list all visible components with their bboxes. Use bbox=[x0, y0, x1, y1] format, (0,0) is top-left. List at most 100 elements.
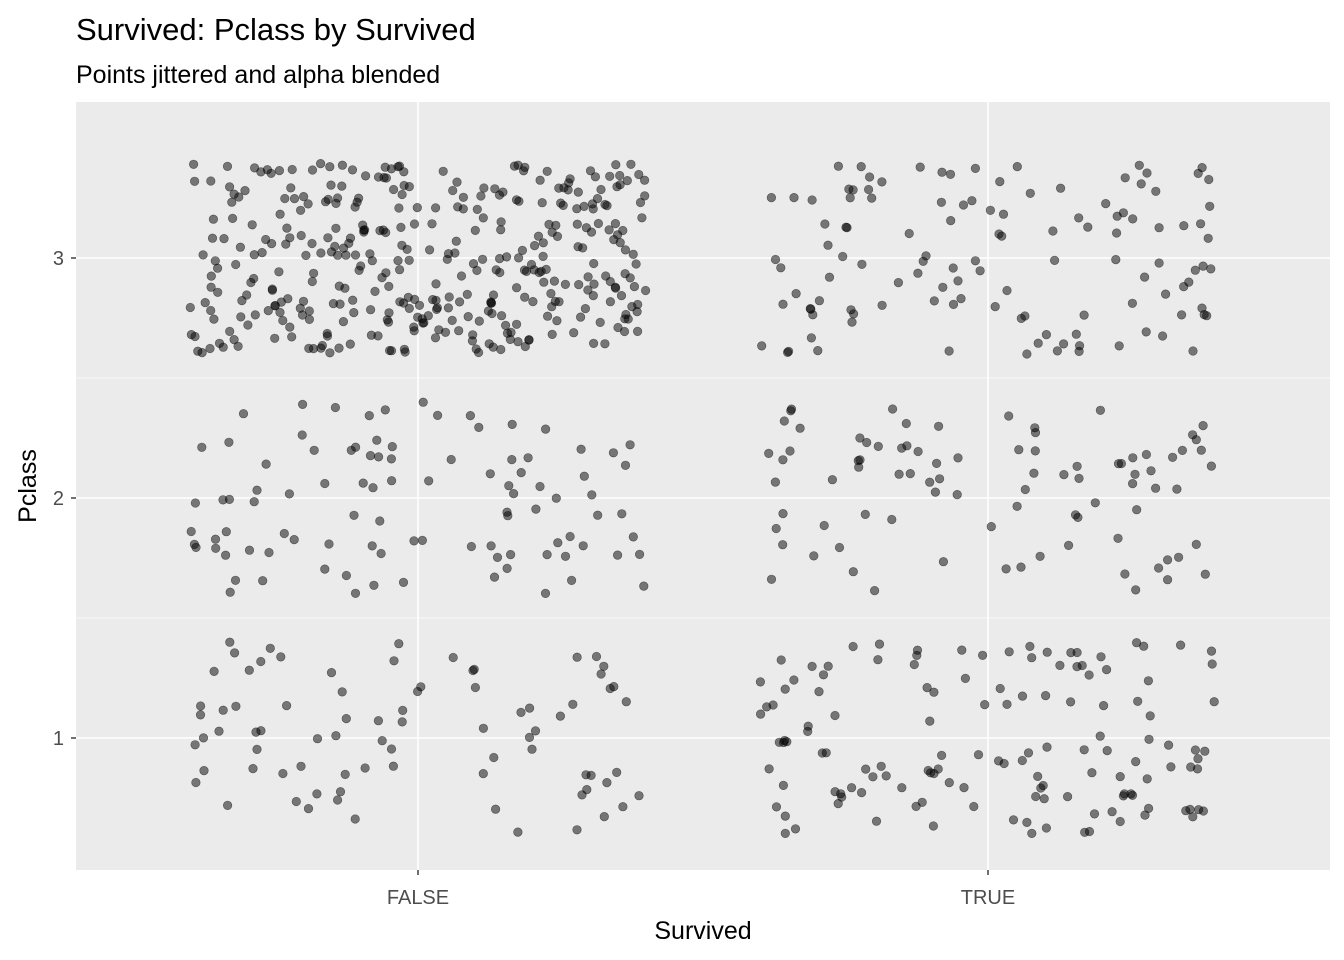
data-point bbox=[231, 259, 241, 270]
data-point bbox=[218, 495, 228, 505]
data-point bbox=[938, 282, 948, 292]
data-point bbox=[285, 233, 295, 243]
data-point bbox=[1084, 670, 1094, 680]
data-point bbox=[513, 827, 523, 837]
data-point bbox=[416, 682, 426, 692]
data-point bbox=[495, 267, 505, 278]
data-point bbox=[764, 448, 774, 459]
data-point bbox=[380, 405, 390, 415]
data-point bbox=[944, 777, 954, 788]
data-point bbox=[535, 481, 545, 492]
data-point bbox=[296, 205, 306, 215]
data-point bbox=[591, 651, 602, 662]
data-point bbox=[901, 418, 911, 429]
data-point bbox=[424, 476, 434, 486]
data-point bbox=[958, 200, 969, 210]
data-point bbox=[588, 291, 598, 301]
data-point bbox=[998, 209, 1009, 219]
data-point bbox=[1179, 221, 1189, 231]
data-point bbox=[807, 661, 817, 672]
data-point bbox=[287, 164, 297, 175]
data-point bbox=[446, 454, 456, 465]
data-point bbox=[324, 539, 334, 549]
data-point bbox=[776, 655, 786, 665]
data-point bbox=[504, 481, 514, 491]
data-point bbox=[555, 711, 566, 721]
data-point bbox=[575, 312, 586, 322]
data-point bbox=[887, 514, 897, 525]
data-point bbox=[1055, 660, 1065, 671]
data-point bbox=[404, 182, 414, 192]
data-point bbox=[1113, 459, 1124, 469]
data-point bbox=[1022, 817, 1032, 828]
data-point bbox=[458, 192, 469, 202]
data-point bbox=[881, 771, 891, 781]
data-point bbox=[580, 304, 591, 314]
data-point bbox=[1101, 199, 1111, 209]
data-point bbox=[312, 789, 322, 799]
data-point bbox=[284, 489, 295, 499]
data-point bbox=[409, 326, 419, 336]
data-point bbox=[399, 344, 410, 354]
data-point bbox=[326, 667, 337, 678]
data-point bbox=[980, 699, 990, 710]
data-point bbox=[566, 575, 577, 586]
data-point bbox=[410, 294, 420, 305]
data-point bbox=[263, 306, 273, 316]
data-point bbox=[620, 245, 631, 255]
data-point bbox=[579, 471, 589, 481]
data-point bbox=[265, 643, 275, 653]
data-point bbox=[783, 346, 794, 357]
data-point bbox=[803, 726, 813, 737]
data-point bbox=[582, 784, 592, 795]
data-point bbox=[529, 241, 540, 251]
data-point bbox=[1038, 780, 1048, 791]
data-point bbox=[542, 311, 553, 321]
data-point bbox=[513, 253, 524, 263]
data-point bbox=[337, 687, 347, 697]
data-point bbox=[386, 744, 397, 754]
data-point bbox=[240, 186, 250, 196]
data-point bbox=[384, 281, 394, 292]
data-point bbox=[770, 254, 781, 265]
data-point bbox=[993, 756, 1004, 766]
data-point bbox=[1154, 223, 1164, 233]
data-point bbox=[790, 824, 801, 834]
data-point bbox=[824, 272, 835, 282]
data-point bbox=[572, 652, 582, 662]
data-point bbox=[1063, 540, 1074, 551]
data-point bbox=[275, 307, 285, 318]
data-point bbox=[897, 443, 907, 453]
data-point bbox=[776, 263, 786, 273]
data-point bbox=[893, 278, 904, 288]
data-point bbox=[820, 219, 830, 229]
data-point bbox=[386, 454, 397, 464]
data-point bbox=[507, 455, 517, 465]
data-point bbox=[1027, 828, 1037, 839]
data-point bbox=[190, 498, 200, 508]
data-point bbox=[520, 292, 530, 302]
data-point bbox=[228, 213, 238, 223]
data-point bbox=[511, 319, 522, 329]
data-point bbox=[581, 770, 591, 780]
data-point bbox=[610, 219, 621, 229]
data-point bbox=[257, 248, 267, 258]
data-point bbox=[399, 298, 409, 308]
data-point bbox=[873, 655, 883, 665]
data-point bbox=[538, 251, 548, 261]
data-point bbox=[235, 242, 245, 252]
data-point bbox=[634, 791, 644, 801]
data-point bbox=[301, 250, 311, 260]
data-point bbox=[387, 442, 397, 452]
data-point bbox=[1160, 289, 1171, 299]
data-point bbox=[309, 445, 319, 455]
data-point bbox=[513, 337, 523, 347]
data-point bbox=[478, 723, 489, 733]
data-point bbox=[1131, 756, 1141, 767]
data-point bbox=[230, 648, 240, 658]
data-point bbox=[1002, 285, 1012, 296]
data-point bbox=[1090, 498, 1100, 508]
data-point bbox=[618, 802, 628, 812]
data-point bbox=[1107, 807, 1117, 817]
data-point bbox=[244, 665, 254, 675]
